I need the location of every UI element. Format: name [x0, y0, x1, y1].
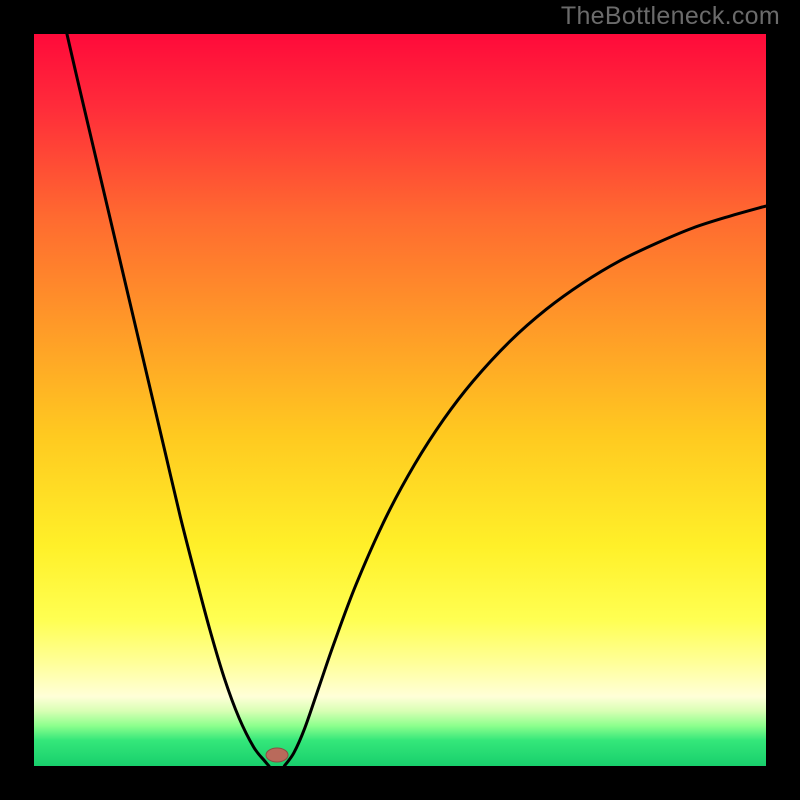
chart-svg: [0, 0, 800, 800]
plot-background: [34, 34, 766, 766]
min-marker: [266, 748, 288, 762]
chart-stage: TheBottleneck.com: [0, 0, 800, 800]
